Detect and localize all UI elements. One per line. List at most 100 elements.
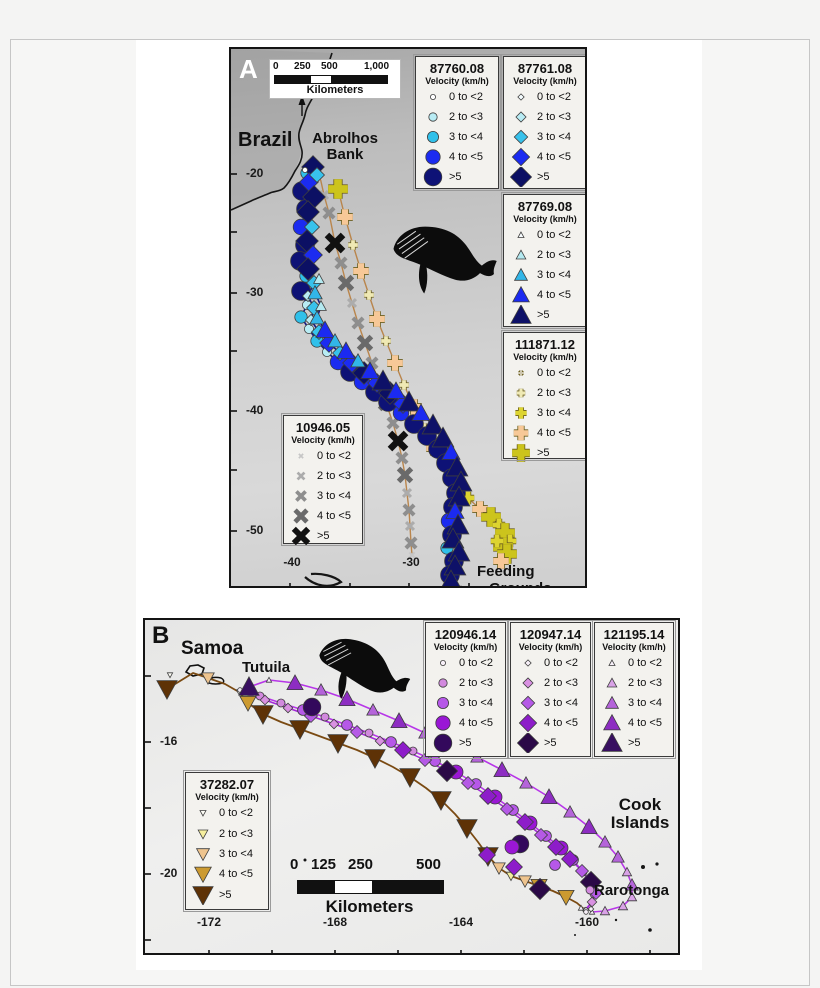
axis-label: -168 — [322, 915, 348, 929]
circle-marker-icon — [432, 693, 454, 713]
triangle-marker-icon — [510, 245, 532, 265]
legend-120947-14: 120947.14 Velocity (km/h) 0 to <2 2 to <3… — [508, 620, 593, 759]
axis-label: -160 — [574, 915, 600, 929]
legend-subtitle: Velocity (km/h) — [195, 792, 259, 802]
legend-row-label: 4 to <5 — [449, 151, 483, 163]
legend-row-label: 4 to <5 — [544, 717, 578, 729]
legend-title: 87760.08 — [429, 61, 485, 76]
legend-row-label: 2 to <3 — [317, 470, 351, 482]
legend-row-label: 0 to <2 — [537, 91, 571, 103]
map-label-tutuila: Tutuila — [242, 659, 291, 676]
triangle-marker-icon — [510, 285, 532, 305]
plus-marker-icon — [510, 403, 532, 423]
scale-unit-label: Kilometers — [306, 84, 364, 96]
panel-a-tracks — [290, 155, 517, 586]
triangle-down-marker-icon — [192, 844, 214, 864]
circle-marker-icon — [422, 127, 444, 147]
north-arrow-icon — [298, 95, 306, 116]
legend-row: 0 to <2 — [422, 87, 494, 107]
legend-title: 120946.14 — [434, 627, 497, 642]
legend-row: 2 to <3 — [510, 383, 582, 403]
legend-row: >5 — [510, 167, 582, 187]
legend-row: 3 to <4 — [510, 403, 582, 423]
legend-title: 120947.14 — [519, 627, 582, 642]
legend-row: 3 to <4 — [290, 486, 358, 506]
legend-row-label: 3 to <4 — [537, 269, 571, 281]
map-label-rarotonga: Rarotonga — [594, 882, 669, 899]
map-label-abrolhos-bank: Abrolhos Bank — [309, 130, 381, 164]
axis-label: -172 — [196, 915, 222, 929]
triangle-marker-icon — [510, 265, 532, 285]
track-markers-111871.12 — [328, 179, 517, 569]
legend-row: 4 to <5 — [510, 285, 582, 305]
whale-silhouette-b — [313, 634, 415, 709]
legend-row: >5 — [422, 167, 494, 187]
legend-row: 4 to <5 — [510, 147, 582, 167]
circle-marker-icon — [432, 653, 454, 673]
legend-row: 3 to <4 — [510, 265, 582, 285]
circle-marker-icon — [432, 673, 454, 693]
legend-subtitle: Velocity (km/h) — [513, 76, 577, 86]
diamond-marker-icon — [517, 653, 539, 673]
panel-b-tracks — [156, 672, 639, 916]
triangle-marker-icon — [601, 713, 623, 733]
legend-row: >5 — [510, 443, 582, 463]
legend-87769-08: 87769.08 Velocity (km/h) 0 to <2 2 to <3 3… — [501, 192, 585, 329]
legend-row: 3 to <4 — [422, 127, 494, 147]
legend-row-label: 0 to <2 — [219, 807, 253, 820]
diamond-marker-icon — [517, 673, 539, 693]
circle-marker-icon — [422, 147, 444, 167]
legend-row: 0 to <2 — [432, 653, 501, 673]
legend-subtitle: Velocity (km/h) — [513, 214, 577, 224]
legend-111871-12: 111871.12 Velocity (km/h) 0 to <2 2 to <3… — [501, 330, 585, 462]
legend-row: 2 to <3 — [510, 245, 582, 265]
abrolhos-line2: Bank — [326, 146, 364, 164]
legend-rows: 0 to <2 2 to <3 3 to <4 4 to <5 >5 — [504, 224, 585, 329]
scale-bar-white-segment — [335, 881, 372, 893]
legend-rows: 0 to <2 2 to <3 3 to <4 4 to <5 >5 — [504, 86, 585, 191]
legend-row-label: 2 to <3 — [537, 387, 571, 399]
legend-row-label: >5 — [317, 530, 330, 542]
legend-row-label: 2 to <3 — [628, 677, 662, 689]
diamond-marker-icon — [510, 147, 532, 167]
track-markers-87769.08 — [307, 272, 473, 586]
legend-row: 3 to <4 — [517, 693, 586, 713]
circle-marker-icon — [432, 713, 454, 733]
legend-row-label: >5 — [544, 737, 557, 749]
legend-row-label: 3 to <4 — [537, 131, 571, 143]
axis-label: -30 — [402, 555, 420, 569]
legend-subtitle: Velocity (km/h) — [602, 642, 666, 652]
cook-line1: Cook — [618, 795, 662, 814]
legend-row-label: >5 — [219, 888, 232, 901]
legend-title: 121195.14 — [603, 627, 665, 642]
legend-subtitle: Velocity (km/h) — [513, 352, 577, 362]
legend-row-label: 3 to <4 — [459, 697, 493, 709]
triangle-marker-icon — [601, 693, 623, 713]
legend-87760-08: 87760.08 Velocity (km/h) 0 to <2 2 to <3 3… — [413, 54, 501, 191]
legend-title: 87769.08 — [517, 199, 573, 214]
axis-label: -20 — [160, 866, 178, 880]
x-marker-icon — [290, 446, 312, 466]
legend-row: 0 to <2 — [290, 446, 358, 466]
legend-rows: 0 to <2 2 to <3 3 to <4 4 to <5 >5 — [416, 86, 498, 191]
legend-row: >5 — [192, 885, 264, 905]
legend-row: 2 to <3 — [422, 107, 494, 127]
legend-row: 2 to <3 — [601, 673, 669, 693]
panel-a-map: A Brazil Abrolhos Bank Feeding Grounds 0… — [229, 47, 587, 588]
diamond-marker-icon — [510, 87, 532, 107]
legend-row: 0 to <2 — [192, 803, 264, 823]
legend-rows: 0 to <2 2 to <3 3 to <4 4 to <5 >5 — [595, 652, 673, 757]
circle-marker-icon — [422, 167, 444, 187]
legend-row-label: 0 to <2 — [317, 450, 351, 462]
legend-row-label: 3 to <4 — [544, 697, 578, 709]
triangle-down-marker-icon — [192, 864, 214, 884]
circle-marker-icon — [432, 733, 454, 753]
map-label-feeding: Feeding — [477, 563, 535, 580]
panel-label-a: A — [239, 54, 258, 84]
legend-row: 3 to <4 — [510, 127, 582, 147]
cook-line2: Islands — [610, 813, 670, 833]
legend-row-label: 2 to <3 — [459, 677, 493, 689]
legend-row: >5 — [601, 733, 669, 753]
legend-row: 4 to <5 — [422, 147, 494, 167]
